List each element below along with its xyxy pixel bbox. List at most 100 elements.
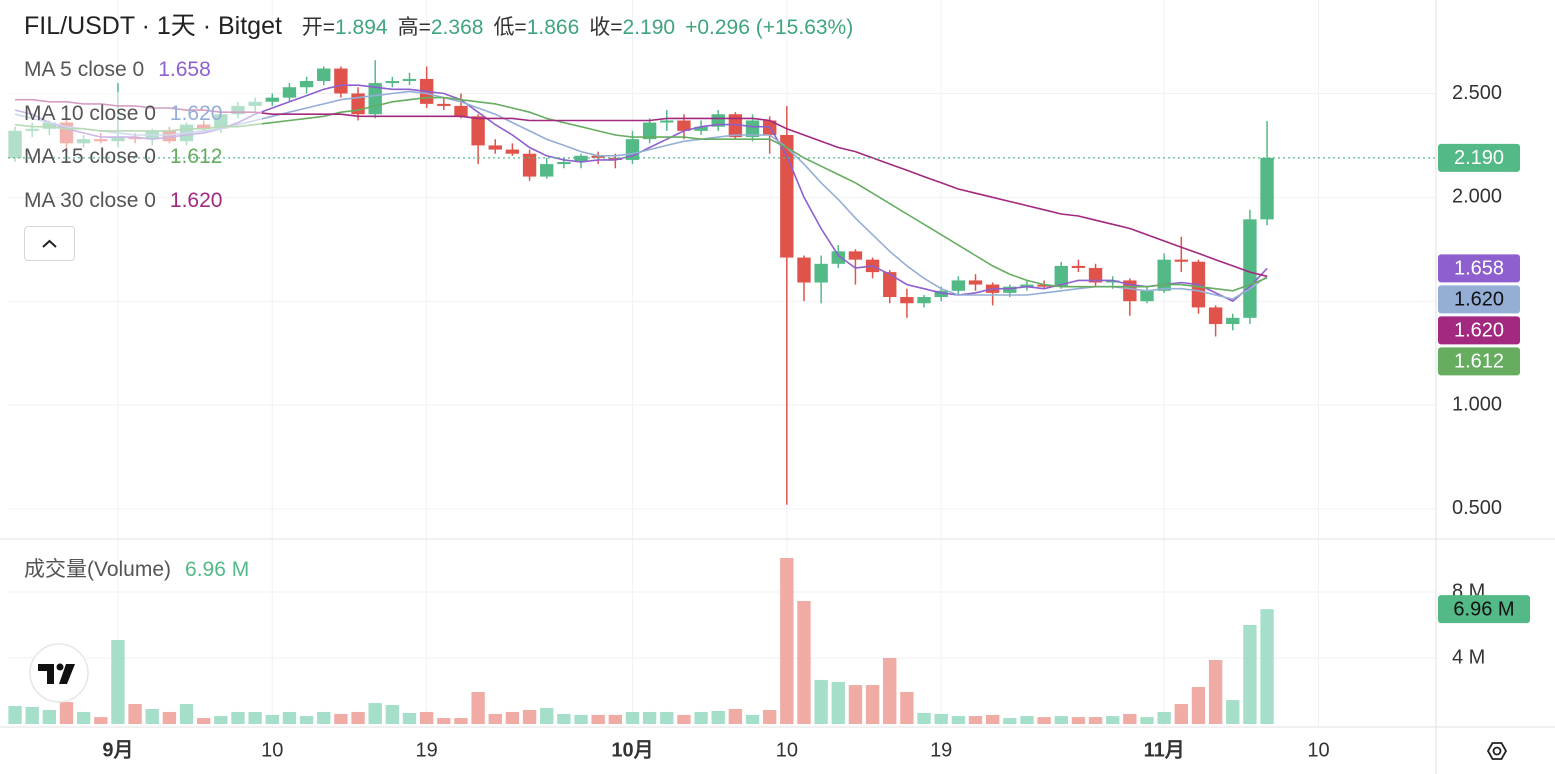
volume-bar xyxy=(814,679,828,724)
ma-value: 1.612 xyxy=(169,145,223,168)
volume-bar xyxy=(745,714,760,724)
volume-bar xyxy=(59,702,74,724)
settings-icon[interactable] xyxy=(1486,742,1508,760)
volume-bar xyxy=(1191,687,1206,724)
volume-bar xyxy=(42,709,57,724)
volume-bar xyxy=(1123,713,1137,724)
chevron-icon xyxy=(42,239,57,248)
candle-body xyxy=(814,263,828,283)
volume-bar xyxy=(231,711,245,724)
ohlc-value: 2.368 xyxy=(430,16,484,39)
candle-body xyxy=(780,135,794,258)
candle-body xyxy=(1226,317,1240,325)
ma-legend-row: MA 5 close 0 1.658 xyxy=(24,55,211,85)
volume-bar xyxy=(419,711,434,724)
candle-body xyxy=(591,155,605,158)
y-tick-label: 2.000 xyxy=(1452,186,1502,208)
volume-bar xyxy=(951,716,966,724)
ma-name: MA 15 close 0 xyxy=(24,145,156,168)
volume-bar xyxy=(145,708,159,724)
candle-body xyxy=(265,97,279,102)
candle-body xyxy=(1071,265,1086,268)
candle-body xyxy=(848,251,863,260)
volume-bar xyxy=(471,691,485,724)
volume-bar xyxy=(505,711,520,724)
volume-bar xyxy=(574,714,588,724)
candle-body xyxy=(694,126,708,131)
volume-bar xyxy=(214,716,228,724)
volume-tag-label: 6.96 M xyxy=(1453,598,1514,620)
ohlc-label: 高= xyxy=(397,16,431,39)
ma-value: 1.658 xyxy=(158,58,211,81)
volume-bar xyxy=(1088,717,1103,724)
ma-tag xyxy=(1438,347,1520,376)
candle-body xyxy=(437,103,451,106)
volume-tick-label: 4 M xyxy=(1452,646,1485,668)
price-tag-label: 2.190 xyxy=(1454,147,1504,169)
volume-bar xyxy=(540,707,554,724)
candle-body xyxy=(677,120,691,131)
volume-title: 成交量(Volume) xyxy=(24,558,172,581)
candle-body xyxy=(1106,280,1120,283)
candle-body xyxy=(797,257,811,283)
volume-bar xyxy=(985,714,1000,724)
tradingview-logo[interactable] xyxy=(29,643,89,703)
candle-body xyxy=(831,251,845,264)
volume-bar xyxy=(968,716,983,724)
header: FIL/USDT · 1天 · Bitget 开=1.894 高=2.368 低=1… xyxy=(24,11,863,41)
volume-bar xyxy=(1020,716,1034,724)
candle-body xyxy=(1020,284,1034,287)
volume-bar xyxy=(780,557,794,724)
collapse-button[interactable] xyxy=(24,226,75,261)
ma-tag xyxy=(1438,285,1520,314)
volume-bar xyxy=(1260,609,1274,724)
volume-bar xyxy=(900,691,914,724)
ohlc-value: 1.894 xyxy=(335,16,388,39)
ma-tag-label: 1.612 xyxy=(1454,351,1504,373)
volume-bar xyxy=(317,711,331,724)
candle-body xyxy=(1208,307,1223,325)
candle-body xyxy=(728,114,743,138)
candle-body xyxy=(574,155,588,163)
volume-bar xyxy=(1174,704,1188,724)
candle-body xyxy=(1260,157,1274,220)
candle-body xyxy=(900,297,914,304)
volume-bar xyxy=(557,713,571,724)
x-tick-label: 19 xyxy=(416,739,438,761)
candle-body xyxy=(1088,267,1103,283)
candle-body xyxy=(299,81,314,88)
volume-bar xyxy=(25,707,39,724)
legend-backdrop xyxy=(8,92,262,174)
candle-body xyxy=(540,164,554,177)
volume-bar xyxy=(883,657,897,724)
ohlc-label: 开= xyxy=(301,16,336,39)
volume-bar xyxy=(1226,700,1240,724)
candle-body xyxy=(1243,219,1257,318)
volume-bar xyxy=(334,713,348,724)
ma-value: 1.620 xyxy=(169,188,223,212)
volume-bar xyxy=(76,711,91,724)
candle-body xyxy=(471,116,485,146)
volume-bar xyxy=(848,685,863,724)
x-tick-label: 10月 xyxy=(611,739,653,761)
y-tick-label: 0.500 xyxy=(1452,497,1502,519)
volume-bar xyxy=(917,712,931,724)
candle-body xyxy=(934,290,948,298)
chart-title: FIL/USDT · 1天 · Bitget xyxy=(24,12,282,40)
volume-bar xyxy=(162,711,177,724)
volume-bar xyxy=(1106,716,1120,724)
candle-body xyxy=(334,68,348,94)
y-tick-label: 1.000 xyxy=(1452,393,1502,415)
volume-bar xyxy=(522,709,537,724)
volume-bar xyxy=(197,718,211,724)
candle-body xyxy=(505,149,520,154)
change: +0.296 (+15.63%) xyxy=(685,16,854,39)
ohlc-label: 收= xyxy=(589,16,623,39)
volume-value: 6.96 M xyxy=(185,558,250,581)
candle-body xyxy=(1140,290,1154,302)
volume-bar xyxy=(128,704,142,724)
volume-bar xyxy=(282,711,297,724)
candle-body xyxy=(711,114,725,127)
